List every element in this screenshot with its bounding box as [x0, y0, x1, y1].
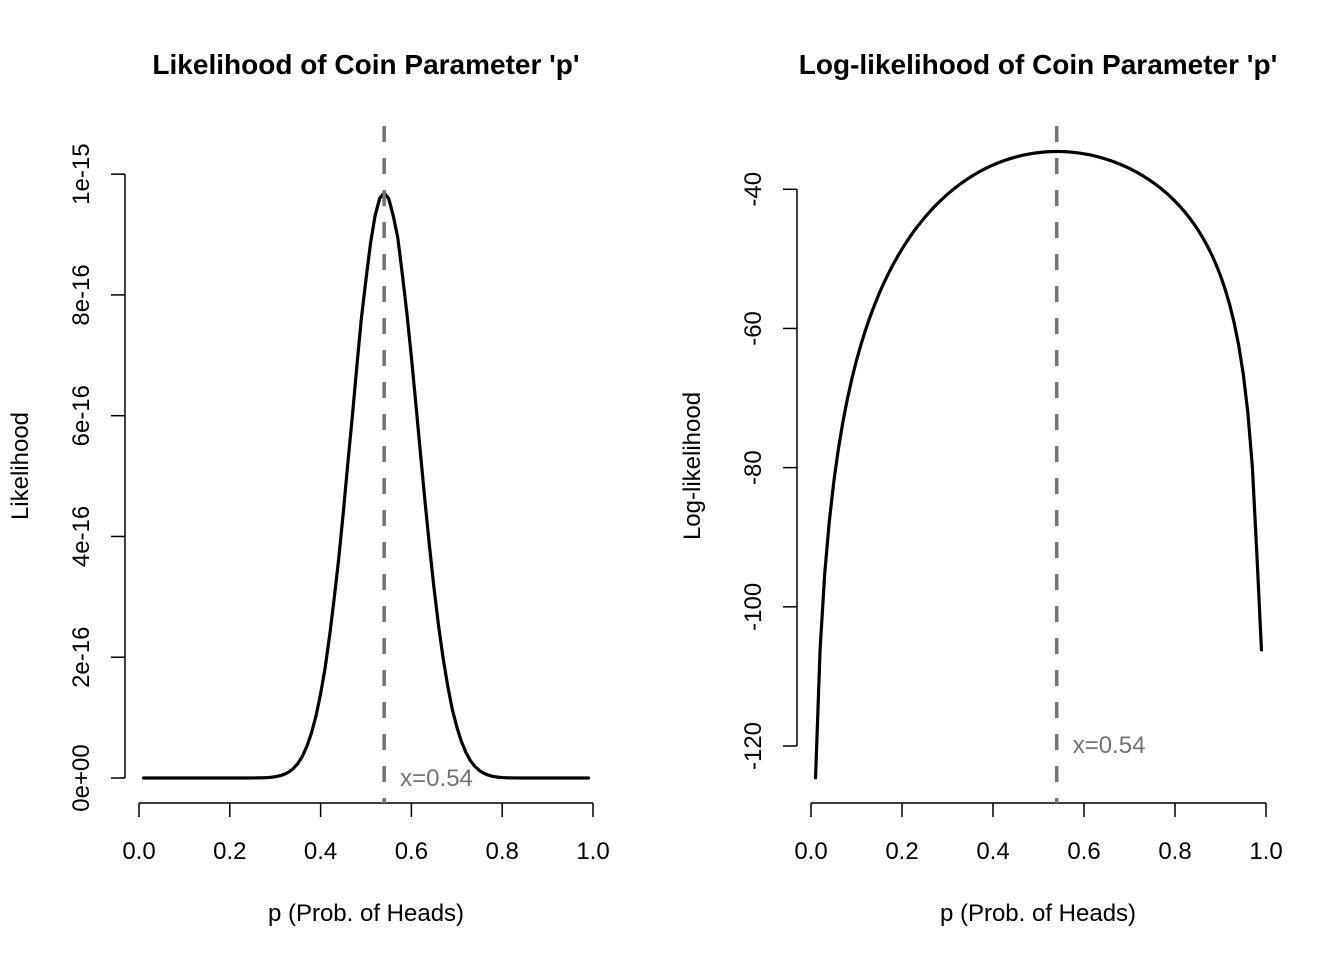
log-likelihood-chart-title: Log-likelihood of Coin Parameter 'p'	[799, 49, 1277, 80]
log-likelihood-y-axis: -120 -100 -80 -60 -40	[740, 172, 798, 770]
likelihood-curve	[141, 191, 591, 780]
likelihood-x-tick-label: 0.0	[122, 838, 155, 865]
likelihood-y-tick-label: 2e-16	[68, 627, 95, 688]
log-likelihood-x-tick-label: 0.8	[1158, 838, 1191, 865]
log-likelihood-x-tick-label: 0.2	[885, 838, 918, 865]
likelihood-x-tick-label: 0.8	[486, 838, 519, 865]
likelihood-vline-annotation: x=0.54	[400, 765, 473, 792]
likelihood-y-tick-label: 6e-16	[68, 385, 95, 446]
likelihood-y-axis-label: Likelihood	[7, 412, 34, 520]
log-likelihood-y-tick-label: -80	[740, 450, 767, 485]
log-likelihood-y-axis-label: Log-likelihood	[679, 392, 706, 540]
log-likelihood-x-tick-label: 1.0	[1249, 838, 1282, 865]
log-likelihood-curve	[813, 149, 1264, 780]
log-likelihood-x-tick-label: 0.4	[976, 838, 1009, 865]
log-likelihood-y-tick-label: -120	[740, 722, 767, 770]
log-likelihood-x-tick-label: 0.0	[794, 838, 827, 865]
log-likelihood-x-axis-label: p (Prob. of Heads)	[940, 900, 1136, 927]
log-likelihood-y-tick-label: -40	[740, 172, 767, 207]
likelihood-y-axis: 0e+00 2e-16 4e-16 6e-16 8e-16 1e-15	[68, 143, 126, 812]
likelihood-panel: Likelihood of Coin Parameter 'p' p (Prob…	[7, 49, 610, 927]
log-likelihood-vline-annotation: x=0.54	[1073, 732, 1146, 759]
likelihood-x-tick-label: 0.6	[395, 838, 428, 865]
likelihood-y-tick-label: 0e+00	[68, 744, 95, 811]
log-likelihood-plot-area: x=0.54	[813, 126, 1264, 803]
log-likelihood-panel: Log-likelihood of Coin Parameter 'p' p (…	[679, 49, 1283, 927]
likelihood-x-tick-label: 0.2	[213, 838, 246, 865]
likelihood-y-tick-label: 1e-15	[68, 143, 95, 204]
likelihood-chart-title: Likelihood of Coin Parameter 'p'	[152, 49, 579, 80]
likelihood-x-tick-label: 0.4	[304, 838, 337, 865]
likelihood-plot-area: x=0.54	[141, 126, 591, 803]
log-likelihood-y-tick-label: -100	[740, 583, 767, 631]
likelihood-x-axis: 0.0 0.2 0.4 0.6 0.8 1.0	[122, 802, 610, 865]
likelihood-x-tick-label: 1.0	[576, 838, 609, 865]
log-likelihood-x-tick-label: 0.6	[1067, 838, 1100, 865]
likelihood-x-axis-label: p (Prob. of Heads)	[268, 900, 464, 927]
likelihood-y-tick-label: 4e-16	[68, 506, 95, 567]
log-likelihood-y-tick-label: -60	[740, 311, 767, 346]
log-likelihood-x-axis: 0.0 0.2 0.4 0.6 0.8 1.0	[794, 802, 1283, 865]
likelihood-y-tick-label: 8e-16	[68, 264, 95, 325]
